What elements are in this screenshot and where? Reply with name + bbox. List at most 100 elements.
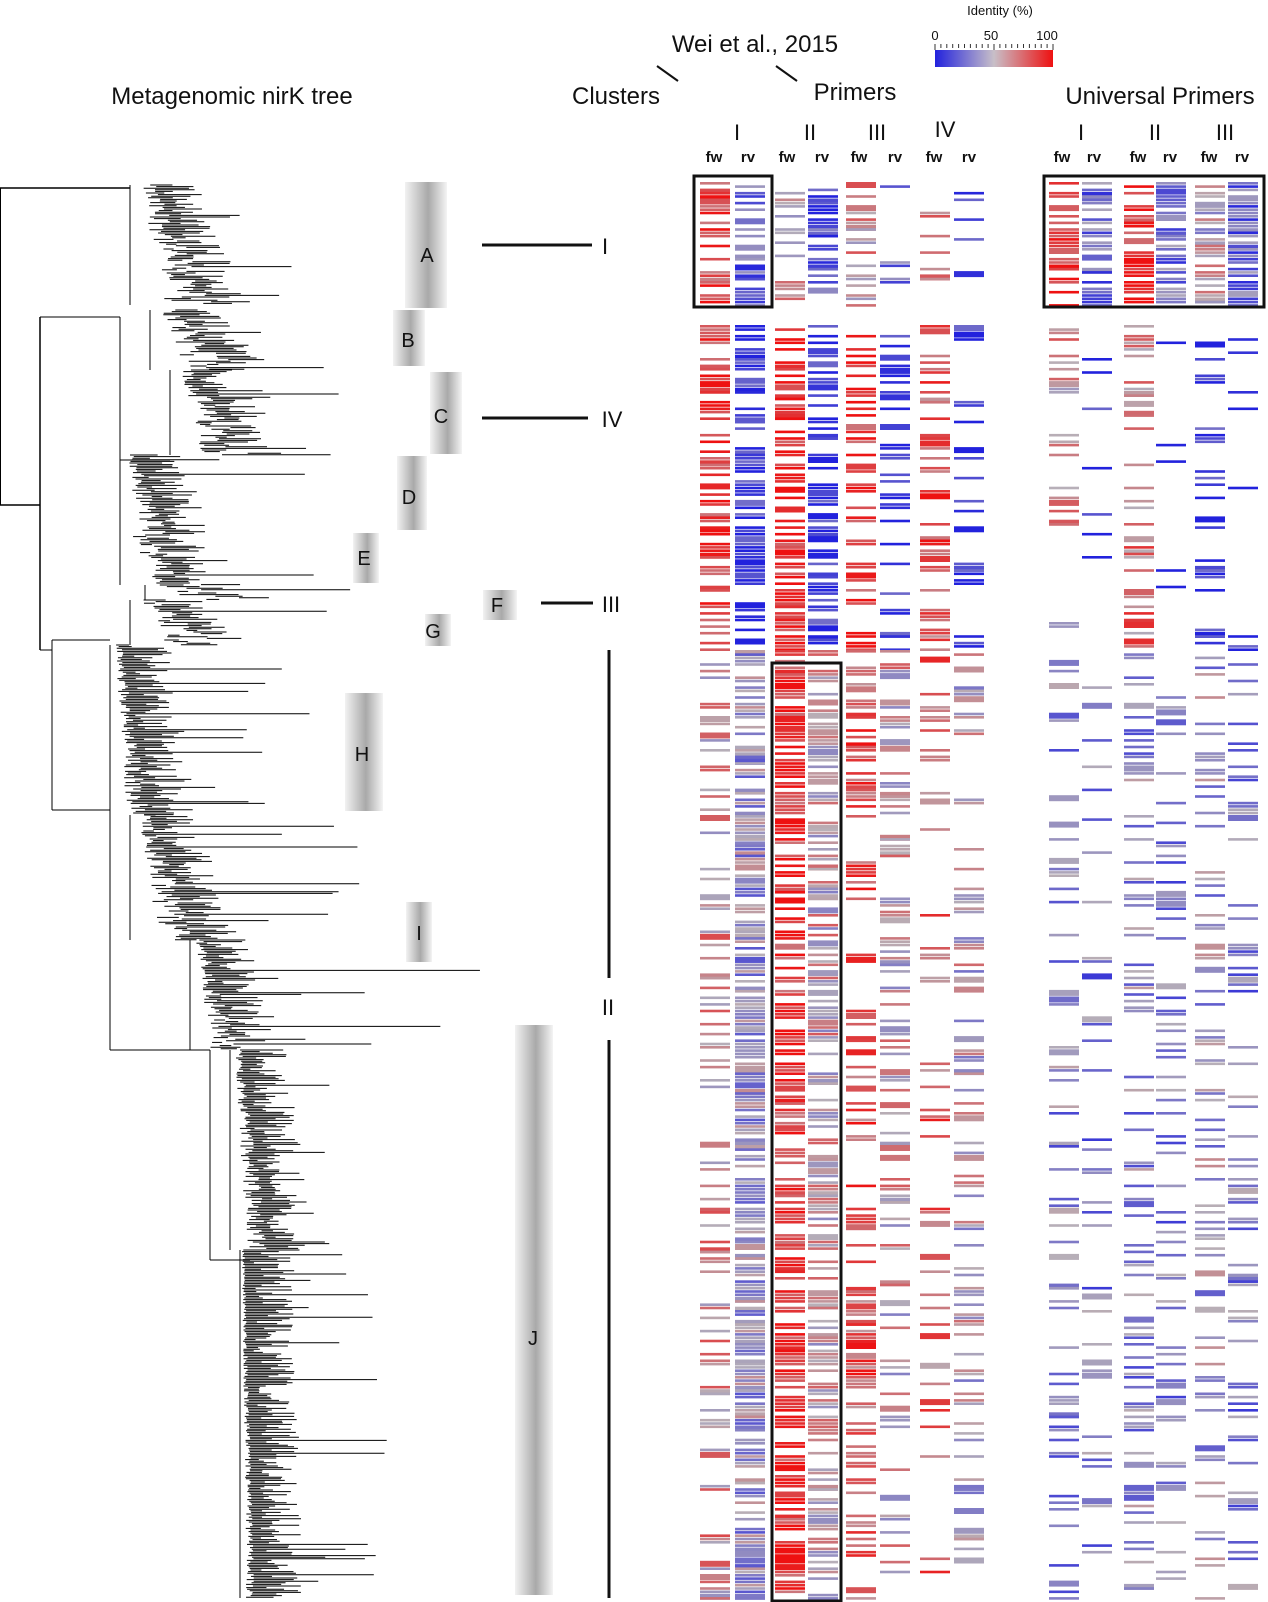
heatmap-cell — [846, 274, 876, 277]
heatmap-cell — [880, 506, 910, 510]
heatmap-cell — [1049, 387, 1079, 391]
heatmap-cell — [954, 801, 984, 805]
heatmap-cell — [954, 1102, 984, 1105]
heatmap-cell — [700, 549, 730, 552]
heatmap-cell — [1082, 1211, 1112, 1214]
heatmap-cell — [735, 805, 765, 808]
heatmap-cell — [1228, 1557, 1258, 1561]
heatmap-cell — [735, 638, 765, 645]
heatmap-cell — [1156, 297, 1186, 301]
heatmap-cell — [1049, 261, 1079, 264]
heatmap-cell — [1228, 966, 1258, 970]
heatmap-cell — [700, 1270, 730, 1273]
heatmap-cell — [735, 689, 765, 693]
heatmap-cell — [1124, 1504, 1154, 1508]
heatmap-cell — [1195, 673, 1225, 676]
heatmap-cell — [735, 506, 765, 510]
heatmap-cell — [954, 1392, 984, 1396]
heatmap-cell — [1156, 1306, 1186, 1310]
heatmap-cell — [846, 897, 876, 901]
heatmap-cell — [1082, 1498, 1112, 1505]
heatmap-cell — [735, 1300, 765, 1303]
heatmap-cell — [1156, 248, 1186, 251]
heatmap-cell — [1228, 943, 1258, 947]
heatmap-cell — [1049, 331, 1079, 335]
heatmap-cell — [808, 1006, 838, 1009]
heatmap-cell — [775, 1052, 805, 1056]
heatmap-cell — [808, 437, 838, 440]
heatmap-cell — [735, 1230, 765, 1234]
heatmap-cell — [920, 556, 950, 562]
heatmap-cell — [808, 1362, 838, 1366]
heatmap-cell — [1195, 1178, 1225, 1181]
heatmap-cell — [808, 234, 838, 238]
heatmap-cell — [775, 1343, 805, 1346]
heatmap-cell — [1195, 205, 1225, 208]
heatmap-cell — [808, 1425, 838, 1429]
heatmap-cell — [880, 904, 910, 907]
heatmap-cell — [1124, 1409, 1154, 1412]
heatmap-cell — [846, 631, 876, 635]
heatmap-cell — [1124, 729, 1154, 732]
heatmap-cell — [1124, 287, 1154, 291]
heatmap-cell — [954, 1036, 984, 1043]
heatmap-cell — [920, 277, 950, 281]
heatmap-cell — [735, 1418, 765, 1422]
heatmap-cell — [735, 656, 765, 660]
heatmap-cell — [775, 205, 805, 208]
heatmap-cell — [808, 208, 838, 211]
heatmap-cell — [1228, 645, 1258, 648]
heatmap-cell — [920, 612, 950, 615]
heatmap-cell — [775, 795, 805, 798]
heatmap-cell — [880, 264, 910, 268]
heatmap-cell — [1049, 1207, 1079, 1214]
clade-label-F: F — [491, 595, 503, 617]
heatmap-cell — [735, 290, 765, 294]
heatmap-cell — [700, 244, 730, 248]
heatmap-cell — [808, 1333, 838, 1340]
heatmap-cell — [1082, 1168, 1112, 1171]
heatmap-cell — [1124, 1201, 1154, 1208]
heatmap-cell — [808, 371, 838, 374]
heatmap-cell — [1124, 778, 1154, 782]
heatmap-cell — [1228, 742, 1258, 745]
heatmap-cell — [1082, 1039, 1112, 1042]
heatmap-cell — [1049, 182, 1079, 185]
heatmap-cell — [954, 1557, 984, 1564]
heatmap-cell — [735, 1323, 765, 1326]
heatmap-cell — [700, 374, 730, 378]
heatmap-cell — [1124, 1006, 1154, 1009]
heatmap-cell — [1082, 900, 1112, 904]
heatmap-cell — [775, 397, 805, 401]
heatmap-cell — [954, 1438, 984, 1442]
heatmap-cell — [1156, 1300, 1186, 1303]
heatmap-cell — [775, 956, 805, 960]
heatmap-cell — [846, 1065, 876, 1069]
heatmap-cell — [920, 490, 950, 493]
heatmap-cell — [735, 493, 765, 496]
heatmap-cell — [1195, 244, 1225, 248]
heatmap-cell — [700, 973, 730, 980]
cluster-assignments: I IV III II — [482, 234, 623, 1598]
heatmap-cell — [735, 391, 765, 394]
heatmap-cell — [808, 1478, 838, 1481]
fw-label: fw — [926, 149, 943, 166]
heatmap-cell — [735, 1461, 765, 1465]
heatmap-cell — [808, 198, 838, 205]
heatmap-cell — [808, 1009, 838, 1013]
heatmap-cell — [920, 1118, 950, 1122]
heatmap-cell — [920, 523, 950, 526]
heatmap-cell — [775, 1290, 805, 1293]
heatmap-cell — [846, 1184, 876, 1188]
heatmap-cell — [1156, 300, 1186, 304]
heatmap-cell — [735, 304, 765, 307]
heatmap-cell — [775, 1098, 805, 1105]
heatmap-cell — [808, 1194, 838, 1198]
heatmap-cell — [1049, 191, 1079, 195]
heatmap-cell — [920, 953, 950, 957]
heatmap-cell — [1195, 238, 1225, 241]
heatmap-cell — [808, 1508, 838, 1511]
heatmap-cell — [1228, 231, 1258, 235]
heatmap-cell — [880, 1300, 910, 1307]
heatmap-cell — [1228, 1435, 1258, 1438]
